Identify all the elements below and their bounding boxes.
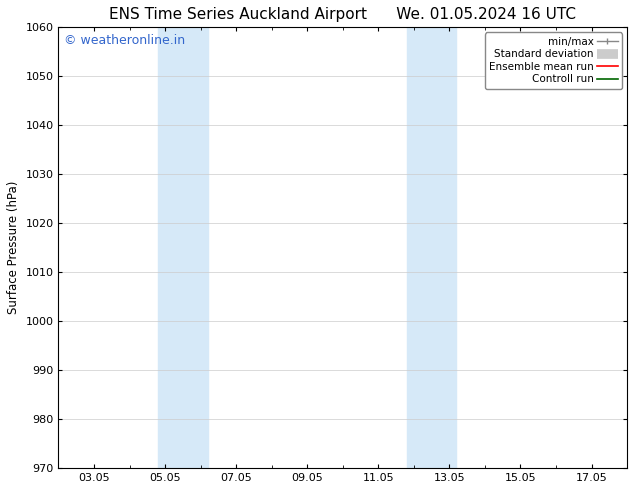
Title: ENS Time Series Auckland Airport      We. 01.05.2024 16 UTC: ENS Time Series Auckland Airport We. 01.… [109, 7, 576, 22]
Y-axis label: Surface Pressure (hPa): Surface Pressure (hPa) [7, 181, 20, 315]
Text: © weatheronline.in: © weatheronline.in [64, 34, 185, 47]
Bar [158, 27, 208, 468]
Legend: min/max, Standard deviation, Ensemble mean run, Controll run: min/max, Standard deviation, Ensemble me… [485, 32, 622, 89]
Bar [407, 27, 456, 468]
